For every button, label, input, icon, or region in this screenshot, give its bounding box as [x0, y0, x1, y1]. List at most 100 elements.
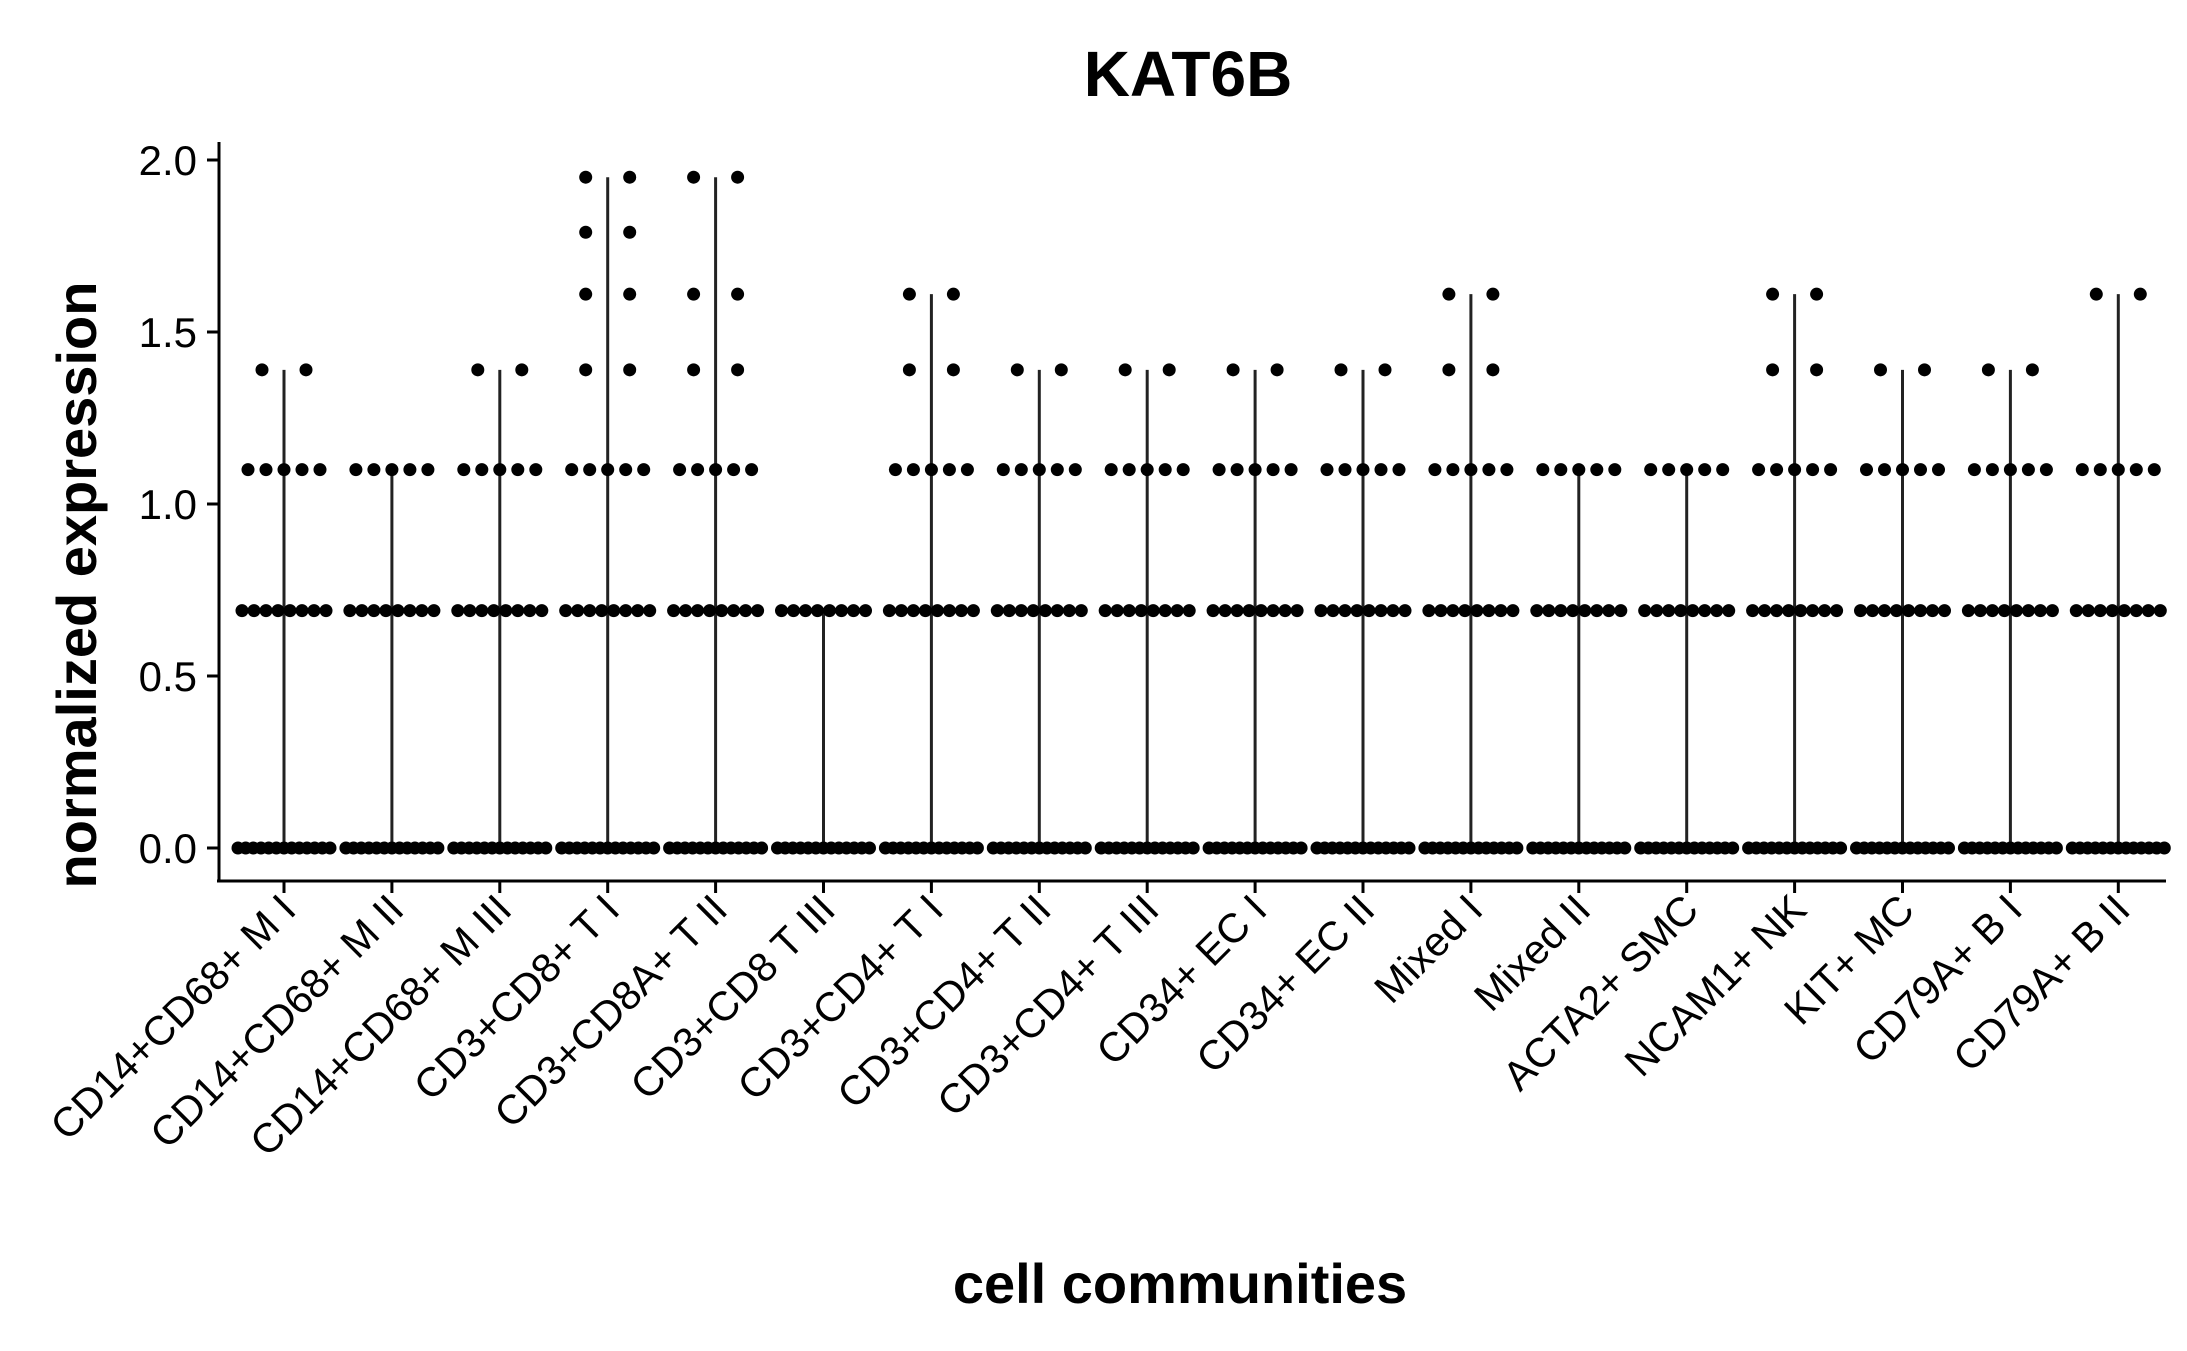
data-point [1158, 604, 1172, 618]
data-point [990, 604, 1004, 618]
data-point [1482, 604, 1496, 618]
data-point [1614, 604, 1628, 618]
data-point [1722, 604, 1736, 618]
data-point [731, 287, 745, 301]
data-point [1434, 604, 1448, 618]
data-point [631, 604, 645, 618]
data-point [687, 363, 701, 377]
data-point [1788, 463, 1802, 477]
data-point [1698, 463, 1712, 477]
data-point [1806, 604, 1820, 618]
data-point [1926, 604, 1939, 618]
data-point [960, 463, 974, 477]
data-point [1878, 604, 1891, 618]
data-point [691, 604, 705, 618]
y-tick-label: 1.5 [139, 309, 197, 356]
data-point [1766, 287, 1780, 301]
data-point [2069, 604, 2083, 618]
data-point [299, 363, 313, 377]
data-point [1050, 463, 1064, 477]
data-point [930, 604, 944, 618]
data-point [1618, 841, 1632, 855]
data-point [946, 287, 960, 301]
data-point [1486, 363, 1500, 377]
data-point [859, 604, 872, 618]
y-tick-label: 0.0 [139, 825, 197, 872]
violins [282, 177, 2120, 848]
data-point [647, 841, 661, 855]
data-point [313, 463, 327, 477]
data-point [1997, 604, 2011, 618]
data-point [1914, 463, 1927, 477]
data-point [1158, 463, 1172, 477]
data-point [529, 463, 543, 477]
data-point [1098, 604, 1112, 618]
data-point [1961, 604, 1975, 618]
data-point [1938, 604, 1951, 618]
data-point [1442, 363, 1456, 377]
data-point [1002, 604, 1016, 618]
data-point [623, 363, 637, 377]
data-point [559, 604, 573, 618]
data-point [1146, 604, 1160, 618]
data-point [1602, 604, 1616, 618]
data-point [1122, 604, 1136, 618]
data-point [1506, 604, 1520, 618]
y-tick-label: 1.0 [139, 481, 197, 528]
data-point [1270, 363, 1284, 377]
data-point [1464, 463, 1478, 477]
data-point [535, 604, 549, 618]
data-point [2093, 463, 2107, 477]
data-point [355, 604, 369, 618]
data-point [687, 170, 701, 184]
data-point [511, 463, 525, 477]
data-point [1104, 463, 1118, 477]
data-point [1486, 287, 1500, 301]
data-point [1378, 363, 1392, 377]
data-point [511, 604, 525, 618]
data-point [1510, 841, 1524, 855]
data-point [2021, 463, 2035, 477]
data-point [2129, 463, 2143, 477]
data-point [1254, 604, 1268, 618]
data-point [1014, 463, 1028, 477]
data-point [2009, 604, 2023, 618]
data-point [623, 225, 637, 239]
data-point [2021, 604, 2035, 618]
data-point [823, 604, 836, 618]
data-point [1140, 463, 1154, 477]
data-point [739, 604, 753, 618]
y-axis-label: normalized expression [45, 282, 108, 889]
data-point [1386, 604, 1400, 618]
data-point [319, 604, 333, 618]
data-point [235, 604, 249, 618]
data-point [565, 463, 579, 477]
data-point [1446, 604, 1460, 618]
data-point [1770, 604, 1784, 618]
data-point [379, 604, 393, 618]
data-point [1446, 463, 1460, 477]
data-point [1985, 463, 1999, 477]
data-point [902, 287, 916, 301]
data-point [601, 463, 615, 477]
data-point [667, 604, 681, 618]
data-point [1834, 841, 1848, 855]
data-point [1314, 604, 1328, 618]
data-point [307, 604, 321, 618]
y-ticks: 0.0 0.5 1.0 1.5 2.0 [139, 137, 219, 872]
data-point [1590, 463, 1604, 477]
data-point [715, 604, 729, 618]
data-point [623, 287, 637, 301]
data-point [1494, 604, 1508, 618]
data-point [2157, 841, 2171, 855]
data-point [391, 604, 405, 618]
data-point [493, 463, 507, 477]
data-point [703, 604, 717, 618]
data-point [2117, 604, 2131, 618]
data-point [1170, 604, 1184, 618]
data-point [863, 841, 876, 855]
data-point [727, 463, 741, 477]
data-point [1062, 604, 1076, 618]
chart-title: KAT6B [1084, 38, 1293, 110]
data-point [1942, 841, 1955, 855]
